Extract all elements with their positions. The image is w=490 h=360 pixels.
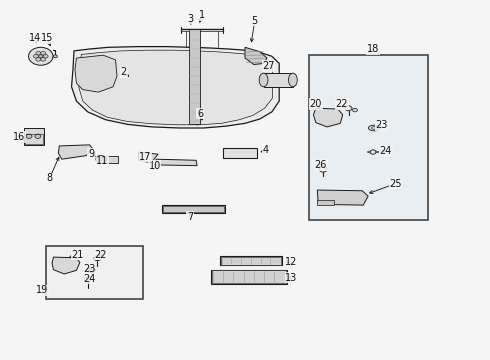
Bar bbox=[212, 270, 286, 283]
Bar bbox=[220, 256, 282, 265]
Text: 15: 15 bbox=[41, 33, 53, 43]
Circle shape bbox=[352, 108, 357, 112]
Circle shape bbox=[41, 58, 46, 61]
Circle shape bbox=[345, 106, 352, 111]
Text: 10: 10 bbox=[148, 161, 161, 171]
Polygon shape bbox=[314, 108, 343, 127]
Ellipse shape bbox=[371, 127, 377, 130]
Bar bbox=[211, 270, 287, 284]
Circle shape bbox=[33, 54, 38, 58]
Circle shape bbox=[94, 256, 101, 261]
Text: 8: 8 bbox=[47, 173, 52, 183]
Text: 23: 23 bbox=[376, 121, 388, 130]
Bar bbox=[25, 134, 43, 144]
Circle shape bbox=[99, 158, 103, 161]
Text: 26: 26 bbox=[315, 160, 327, 170]
Text: 7: 7 bbox=[187, 212, 194, 221]
Ellipse shape bbox=[87, 268, 96, 273]
Ellipse shape bbox=[368, 125, 381, 131]
Text: 24: 24 bbox=[83, 274, 96, 284]
Text: 12: 12 bbox=[285, 257, 297, 267]
Text: 6: 6 bbox=[197, 109, 203, 119]
Text: 22: 22 bbox=[95, 249, 107, 260]
Bar bbox=[220, 257, 281, 265]
Circle shape bbox=[36, 58, 41, 61]
Text: 24: 24 bbox=[380, 145, 392, 156]
Text: 17: 17 bbox=[139, 152, 151, 162]
Polygon shape bbox=[52, 257, 80, 274]
Text: 16: 16 bbox=[13, 132, 25, 142]
Text: 27: 27 bbox=[262, 61, 275, 71]
Text: 21: 21 bbox=[72, 249, 84, 260]
Text: 23: 23 bbox=[83, 264, 96, 274]
Bar bbox=[162, 205, 225, 213]
Circle shape bbox=[370, 150, 376, 154]
Polygon shape bbox=[318, 190, 368, 205]
Text: 19: 19 bbox=[36, 285, 49, 296]
Bar bbox=[223, 148, 257, 158]
Text: 4: 4 bbox=[263, 145, 269, 155]
Circle shape bbox=[53, 55, 57, 58]
Bar bbox=[309, 55, 428, 220]
Text: 5: 5 bbox=[252, 16, 258, 26]
Circle shape bbox=[84, 277, 91, 282]
Polygon shape bbox=[79, 50, 272, 125]
Text: 14: 14 bbox=[29, 33, 41, 43]
Bar bbox=[163, 206, 224, 212]
Polygon shape bbox=[139, 152, 158, 163]
Circle shape bbox=[39, 55, 43, 58]
Text: 18: 18 bbox=[367, 44, 379, 54]
Text: 1: 1 bbox=[199, 10, 205, 20]
Polygon shape bbox=[189, 30, 200, 125]
Circle shape bbox=[43, 54, 48, 58]
Text: 22: 22 bbox=[336, 99, 348, 109]
Polygon shape bbox=[75, 55, 117, 92]
Text: 11: 11 bbox=[96, 156, 108, 166]
Ellipse shape bbox=[259, 73, 268, 87]
Circle shape bbox=[41, 51, 46, 55]
Polygon shape bbox=[156, 159, 197, 166]
Text: 20: 20 bbox=[310, 99, 322, 109]
Text: 2: 2 bbox=[121, 67, 127, 77]
Text: 9: 9 bbox=[88, 149, 94, 159]
Bar bbox=[264, 73, 293, 87]
Polygon shape bbox=[245, 47, 267, 64]
Ellipse shape bbox=[289, 73, 297, 87]
Circle shape bbox=[36, 51, 41, 55]
Text: 3: 3 bbox=[187, 14, 194, 24]
Circle shape bbox=[28, 47, 53, 65]
Circle shape bbox=[96, 156, 106, 163]
Circle shape bbox=[319, 166, 327, 172]
Bar bbox=[24, 128, 44, 145]
Bar bbox=[106, 156, 118, 163]
Circle shape bbox=[35, 134, 41, 138]
Bar bbox=[318, 200, 334, 205]
Circle shape bbox=[26, 134, 32, 138]
Text: 25: 25 bbox=[389, 179, 402, 189]
Bar bbox=[46, 246, 144, 299]
Polygon shape bbox=[58, 145, 93, 159]
Polygon shape bbox=[72, 46, 279, 128]
Text: 13: 13 bbox=[285, 273, 297, 283]
Ellipse shape bbox=[89, 269, 93, 271]
